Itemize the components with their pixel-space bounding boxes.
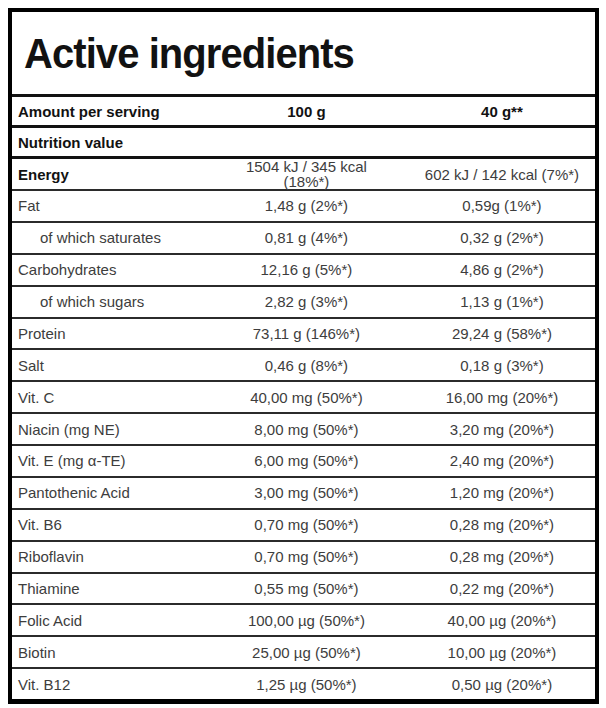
table-row: Salt0,46 g (8%*)0,18 g (3%*) xyxy=(12,350,595,382)
table-row: Folic Acid100,00 µg (50%*)40,00 µg (20%*… xyxy=(12,605,595,637)
value-per-100g: 6,00 mg (50%*) xyxy=(222,453,391,468)
nutrient-label: Salt xyxy=(12,358,222,373)
table-row: Energy1504 kJ / 345 kcal (18%*)602 kJ / … xyxy=(12,159,595,191)
value-per-100g: 1,48 g (2%*) xyxy=(222,198,391,213)
table-row: of which sugars2,82 g (3%*)1,13 g (1%*) xyxy=(12,287,595,319)
value-per-40g: 4,86 g (2%*) xyxy=(391,262,595,277)
value-per-100g: 25,00 µg (50%*) xyxy=(222,645,391,660)
table-row: Vit. B60,70 mg (50%*)0,28 mg (20%*) xyxy=(12,510,595,542)
value-per-100g: 12,16 g (5%*) xyxy=(222,262,391,277)
value-per-40g: 1,13 g (1%*) xyxy=(391,294,595,309)
value-per-40g: 1,20 mg (20%*) xyxy=(391,485,595,500)
nutrient-label: Riboflavin xyxy=(12,549,222,564)
nutrient-label: Thiamine xyxy=(12,581,222,596)
column-header-100g: 100 g xyxy=(222,104,391,119)
table-row: Vit. C40,00 mg (50%*)16,00 mg (20%*) xyxy=(12,382,595,414)
table-row: Fat1,48 g (2%*)0,59g (1%*) xyxy=(12,191,595,223)
value-per-40g: 0,59g (1%*) xyxy=(391,198,595,213)
value-per-100g: 2,82 g (3%*) xyxy=(222,294,391,309)
nutrient-label: Pantothenic Acid xyxy=(12,485,222,500)
column-header-amount-per-serving: Amount per serving xyxy=(12,104,222,119)
value-per-40g: 0,22 mg (20%*) xyxy=(391,581,595,596)
nutrient-label: Carbohydrates xyxy=(12,262,222,277)
value-per-100g: 1,25 µg (50%*) xyxy=(222,677,391,692)
title-bar: Active ingredients xyxy=(12,12,595,97)
nutrition-label-page: Active ingredients Amount per serving 10… xyxy=(0,0,606,708)
table-row: Biotin25,00 µg (50%*)10,00 µg (20%*) xyxy=(12,637,595,669)
nutrient-label: Energy xyxy=(12,167,222,182)
value-per-40g: 29,24 g (58%*) xyxy=(391,326,595,341)
value-per-100g: 100,00 µg (50%*) xyxy=(222,613,391,628)
value-per-100g: 0,46 g (8%*) xyxy=(222,358,391,373)
table-row: Vit. B121,25 µg (50%*)0,50 µg (20%*) xyxy=(12,669,595,699)
value-per-100g: 0,70 mg (50%*) xyxy=(222,549,391,564)
nutrient-label: of which saturates xyxy=(12,230,222,245)
value-per-100g: 8,00 mg (50%*) xyxy=(222,422,391,437)
value-per-40g: 0,32 g (2%*) xyxy=(391,230,595,245)
value-per-40g: 40,00 µg (20%*) xyxy=(391,613,595,628)
value-per-40g: 10,00 µg (20%*) xyxy=(391,645,595,660)
nutrient-label: Vit. B12 xyxy=(12,677,222,692)
value-per-100g: 3,00 mg (50%*) xyxy=(222,485,391,500)
value-per-100g: 1504 kJ / 345 kcal (18%*) xyxy=(222,159,391,189)
value-per-40g: 0,50 µg (20%*) xyxy=(391,677,595,692)
nutrient-label: Biotin xyxy=(12,645,222,660)
value-per-40g: 602 kJ / 142 kcal (7%*) xyxy=(391,167,595,182)
nutrient-label: of which sugars xyxy=(12,294,222,309)
table-row: Protein73,11 g (146%*)29,24 g (58%*) xyxy=(12,319,595,351)
value-per-100g: 0,70 mg (50%*) xyxy=(222,517,391,532)
table-row: Thiamine0,55 mg (50%*)0,22 mg (20%*) xyxy=(12,574,595,606)
table-row: Riboflavin0,70 mg (50%*)0,28 mg (20%*) xyxy=(12,542,595,574)
nutrient-label: Vit. C xyxy=(12,390,222,405)
value-per-40g: 2,40 mg (20%*) xyxy=(391,453,595,468)
table-row: Carbohydrates12,16 g (5%*)4,86 g (2%*) xyxy=(12,255,595,287)
value-per-100g: 40,00 mg (50%*) xyxy=(222,390,391,405)
table-row: of which saturates0,81 g (4%*)0,32 g (2%… xyxy=(12,223,595,255)
nutrition-table: Active ingredients Amount per serving 10… xyxy=(8,8,599,704)
table-row: Niacin (mg NE)8,00 mg (50%*)3,20 mg (20%… xyxy=(12,414,595,446)
value-per-100g: 0,55 mg (50%*) xyxy=(222,581,391,596)
value-per-40g: 16,00 mg (20%*) xyxy=(391,390,595,405)
column-header-40g: 40 g** xyxy=(391,104,595,119)
nutrient-label: Niacin (mg NE) xyxy=(12,422,222,437)
value-per-40g: 0,28 mg (20%*) xyxy=(391,549,595,564)
value-per-40g: 0,28 mg (20%*) xyxy=(391,517,595,532)
table-row: Vit. E (mg α-TE)6,00 mg (50%*)2,40 mg (2… xyxy=(12,446,595,478)
nutrient-label: Folic Acid xyxy=(12,613,222,628)
nutrient-label: Vit. E (mg α-TE) xyxy=(12,453,222,468)
value-per-100g: 73,11 g (146%*) xyxy=(222,326,391,341)
value-per-100g: 0,81 g (4%*) xyxy=(222,230,391,245)
nutrient-label: Vit. B6 xyxy=(12,517,222,532)
section-header-row: Nutrition value xyxy=(12,128,595,159)
page-title: Active ingredients xyxy=(24,29,354,78)
section-header-label: Nutrition value xyxy=(12,135,222,150)
value-per-40g: 0,18 g (3%*) xyxy=(391,358,595,373)
nutrition-rows: Energy1504 kJ / 345 kcal (18%*)602 kJ / … xyxy=(12,159,595,699)
column-header-row: Amount per serving 100 g 40 g** xyxy=(12,97,595,128)
value-per-40g: 3,20 mg (20%*) xyxy=(391,422,595,437)
nutrient-label: Protein xyxy=(12,326,222,341)
table-row: Pantothenic Acid3,00 mg (50%*)1,20 mg (2… xyxy=(12,478,595,510)
nutrient-label: Fat xyxy=(12,198,222,213)
